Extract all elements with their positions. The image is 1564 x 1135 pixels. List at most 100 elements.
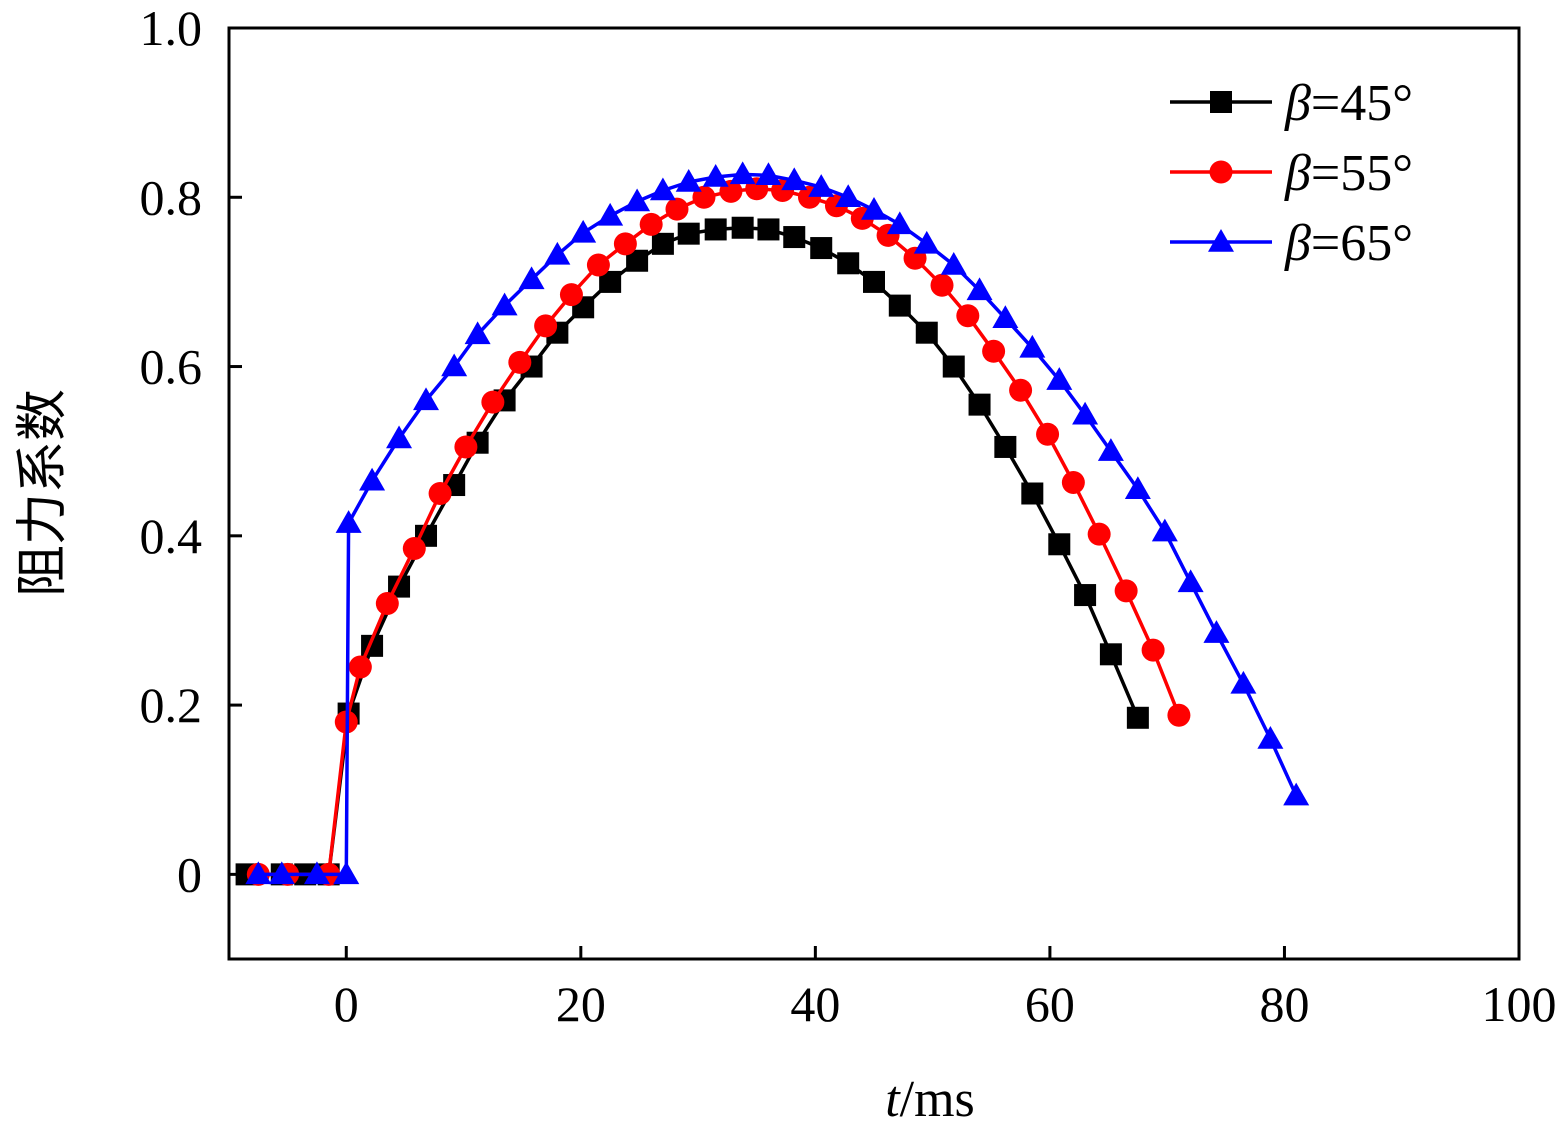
data-point-circle bbox=[481, 390, 505, 414]
series-circle bbox=[246, 177, 1191, 886]
data-point-triangle bbox=[359, 467, 386, 491]
data-point-circle bbox=[1009, 378, 1033, 402]
data-point-triangle bbox=[1019, 334, 1046, 358]
data-point-triangle bbox=[1230, 670, 1257, 694]
data-point-triangle bbox=[649, 177, 676, 201]
data-point-square bbox=[757, 218, 780, 241]
legend-label-value: =55° bbox=[1311, 145, 1413, 202]
series-layer bbox=[235, 161, 1310, 886]
x-tick-label: 20 bbox=[556, 976, 606, 1032]
data-point-circle bbox=[375, 592, 399, 616]
data-point-circle bbox=[1114, 579, 1138, 603]
data-point-triangle bbox=[940, 251, 967, 275]
data-point-circle bbox=[1141, 638, 1165, 662]
data-point-square bbox=[888, 294, 911, 317]
data-point-triangle bbox=[303, 861, 330, 885]
x-axis-title-symbol: t bbox=[885, 1071, 901, 1128]
x-tick-label: 0 bbox=[334, 976, 359, 1032]
legend-item: β=55° bbox=[1170, 145, 1413, 202]
y-tick-label: 0.4 bbox=[140, 508, 203, 564]
x-tick-label: 80 bbox=[1259, 976, 1309, 1032]
data-point-triangle bbox=[464, 321, 491, 345]
series-line bbox=[258, 187, 1181, 877]
legend-item: β=45° bbox=[1170, 75, 1413, 132]
data-point-square bbox=[1099, 643, 1122, 666]
data-point-triangle bbox=[1097, 438, 1124, 461]
data-point-circle bbox=[665, 197, 689, 221]
data-point-circle bbox=[639, 212, 663, 236]
data-point-square bbox=[863, 270, 885, 293]
data-point-triangle bbox=[702, 163, 729, 187]
series-line bbox=[258, 172, 1298, 877]
legend-label: β=55° bbox=[1284, 145, 1413, 202]
data-point-triangle bbox=[333, 861, 360, 885]
data-point-triangle bbox=[675, 169, 702, 192]
data-point-circle bbox=[508, 350, 532, 374]
data-point-triangle bbox=[544, 241, 571, 265]
legend-marker-circle bbox=[1209, 160, 1233, 184]
data-point-triangle bbox=[597, 202, 624, 226]
data-point-triangle bbox=[441, 353, 468, 377]
y-tick-label: 1.0 bbox=[140, 0, 203, 56]
data-point-circle bbox=[534, 314, 558, 338]
data-point-triangle bbox=[913, 230, 940, 254]
data-point-triangle bbox=[518, 266, 545, 290]
data-point-square bbox=[651, 232, 674, 255]
data-point-square bbox=[626, 249, 649, 272]
data-point-circle bbox=[559, 283, 583, 307]
y-tick-label: 0.6 bbox=[140, 339, 203, 395]
data-point-triangle bbox=[781, 167, 808, 191]
data-point-triangle bbox=[386, 425, 413, 449]
data-point-triangle bbox=[886, 211, 913, 235]
x-axis-title-unit: /ms bbox=[900, 1071, 975, 1128]
data-point-square bbox=[731, 216, 754, 239]
data-point-square bbox=[704, 218, 727, 241]
data-point-square bbox=[968, 393, 991, 416]
legend-item: β=65° bbox=[1170, 215, 1413, 272]
data-point-square bbox=[942, 355, 965, 378]
data-point-circle bbox=[586, 253, 610, 277]
x-tick-label: 40 bbox=[790, 976, 840, 1032]
data-point-triangle bbox=[1151, 518, 1178, 542]
legend: β=45°β=55°β=65° bbox=[1170, 75, 1413, 272]
data-point-triangle bbox=[1177, 569, 1204, 593]
data-point-triangle bbox=[245, 861, 272, 885]
legend-marker-triangle bbox=[1208, 229, 1234, 252]
plot-area: 0 20 40 60 80 100 0 0.2 0.4 0.6 0.8 1.0 bbox=[140, 0, 1557, 1032]
data-point-square bbox=[1021, 482, 1044, 505]
axis-ticks: 0 20 40 60 80 100 0 0.2 0.4 0.6 0.8 1.0 bbox=[140, 0, 1557, 1032]
data-point-triangle bbox=[413, 387, 440, 411]
data-point-triangle bbox=[835, 184, 862, 208]
data-point-square bbox=[1074, 584, 1097, 607]
legend-label-symbol: β bbox=[1284, 215, 1311, 272]
legend-label-symbol: β bbox=[1284, 145, 1311, 202]
data-point-circle bbox=[454, 435, 478, 459]
data-point-circle bbox=[428, 482, 452, 505]
y-tick-label: 0.2 bbox=[140, 677, 203, 733]
data-point-circle bbox=[402, 537, 426, 561]
data-point-triangle bbox=[624, 188, 651, 212]
data-point-circle bbox=[1061, 470, 1085, 494]
data-point-square bbox=[810, 237, 833, 260]
data-point-circle bbox=[348, 655, 372, 679]
legend-label-value: =45° bbox=[1311, 75, 1413, 132]
data-point-triangle bbox=[1046, 367, 1073, 390]
legend-label-value: =65° bbox=[1311, 215, 1413, 272]
data-point-square bbox=[783, 226, 806, 249]
data-point-circle bbox=[1036, 422, 1060, 446]
data-point-triangle bbox=[491, 292, 518, 316]
data-point-triangle bbox=[861, 196, 887, 220]
data-point-circle bbox=[1087, 522, 1111, 546]
legend-label: β=45° bbox=[1284, 75, 1413, 132]
y-tick-label: 0.8 bbox=[140, 169, 203, 225]
y-axis-title: 阻力系数 bbox=[15, 389, 72, 597]
plot-frame bbox=[227, 26, 1521, 961]
data-point-triangle bbox=[966, 277, 993, 301]
data-point-square bbox=[1048, 533, 1071, 556]
legend-label: β=65° bbox=[1284, 215, 1413, 272]
series-triangle bbox=[245, 161, 1310, 885]
legend-label-symbol: β bbox=[1284, 75, 1311, 132]
data-point-triangle bbox=[1124, 476, 1151, 500]
data-point-triangle bbox=[268, 861, 295, 885]
data-point-square bbox=[599, 270, 622, 293]
